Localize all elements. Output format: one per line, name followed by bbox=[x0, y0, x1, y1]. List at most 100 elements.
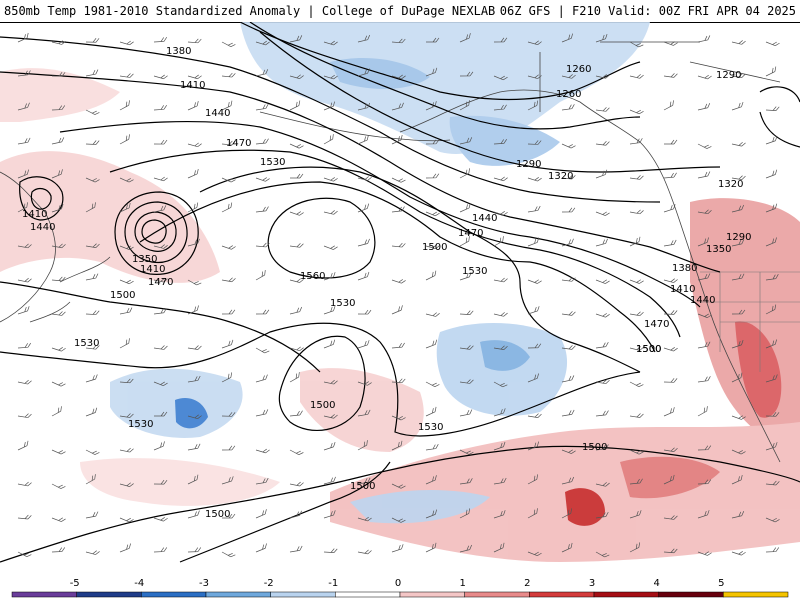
wind-barb bbox=[357, 549, 372, 555]
wind-barb bbox=[459, 33, 471, 43]
wind-barb bbox=[697, 171, 711, 179]
wind-barb bbox=[731, 511, 745, 519]
contour-label: 1320 bbox=[718, 179, 743, 190]
wind-barb bbox=[459, 71, 474, 77]
wind-barb bbox=[391, 102, 404, 111]
wind-barb bbox=[221, 309, 236, 315]
wind-barb bbox=[289, 449, 304, 455]
wind-barb bbox=[323, 272, 336, 281]
wind-barb bbox=[187, 74, 202, 80]
wind-barb bbox=[731, 340, 744, 349]
contour-label: 1440 bbox=[205, 108, 230, 119]
wind-barb bbox=[561, 508, 572, 519]
asia-coastline bbox=[0, 171, 56, 323]
wind-barb bbox=[51, 105, 66, 111]
wind-barb bbox=[17, 169, 29, 179]
wind-barb bbox=[595, 482, 610, 487]
wind-barb bbox=[85, 109, 100, 115]
wind-barb bbox=[425, 406, 437, 417]
wind-barb bbox=[493, 381, 508, 388]
wind-barb bbox=[153, 411, 168, 417]
wind-barb bbox=[85, 243, 100, 248]
wind-barb bbox=[255, 409, 269, 417]
wind-barb bbox=[119, 338, 130, 349]
wind-barb bbox=[85, 310, 100, 315]
wind-barb bbox=[493, 277, 508, 283]
wind-barb bbox=[187, 510, 200, 519]
contour-label: 1560 bbox=[300, 271, 325, 282]
wind-barb bbox=[391, 177, 406, 183]
wind-barb bbox=[187, 169, 199, 179]
wind-barb bbox=[595, 313, 610, 318]
wind-barb bbox=[221, 100, 233, 111]
wind-barb bbox=[17, 440, 29, 451]
wind-barb bbox=[629, 138, 643, 145]
wind-barb bbox=[391, 415, 406, 421]
contour-closed-low-ring-2 bbox=[124, 201, 188, 264]
wind-barb bbox=[493, 408, 506, 417]
contour-1290-high bbox=[759, 86, 800, 148]
wind-barb bbox=[391, 279, 406, 284]
wind-barb bbox=[357, 309, 372, 315]
canada-outline bbox=[539, 41, 781, 112]
wind-barb bbox=[255, 206, 269, 213]
contour-label: 1500 bbox=[205, 509, 230, 520]
wind-barb bbox=[425, 444, 439, 451]
wind-barb bbox=[493, 75, 508, 81]
wind-barb bbox=[17, 137, 31, 145]
wind-barb bbox=[391, 206, 405, 213]
colorbar-swatch bbox=[529, 591, 595, 598]
cold-area-gulf bbox=[449, 115, 560, 166]
contour-label: 1500 bbox=[636, 344, 661, 355]
wind-barb bbox=[459, 203, 471, 213]
contour-label: 1290 bbox=[716, 70, 741, 81]
colorbar-swatch bbox=[335, 591, 401, 598]
contour-label: 1410 bbox=[140, 264, 165, 275]
wind-barb bbox=[51, 204, 64, 213]
wind-barb bbox=[629, 109, 644, 115]
contour-1290-north bbox=[249, 22, 641, 130]
wind-barb bbox=[697, 406, 708, 417]
wind-barb bbox=[391, 305, 403, 315]
wind-barb bbox=[323, 74, 338, 80]
wind-barb bbox=[629, 413, 644, 418]
contour-label: 1320 bbox=[548, 171, 573, 182]
wind-barb bbox=[187, 101, 199, 111]
wind-barb bbox=[85, 177, 100, 183]
colorbar-tick-label: 1 bbox=[460, 578, 466, 589]
wind-barb bbox=[221, 177, 236, 183]
wind-barb bbox=[425, 381, 440, 387]
wind-barb bbox=[289, 243, 304, 248]
wind-barb bbox=[323, 548, 338, 553]
wind-barb bbox=[85, 202, 96, 213]
wind-barb bbox=[289, 278, 304, 283]
contour-label: 1530 bbox=[74, 338, 99, 349]
wind-barb bbox=[629, 346, 644, 351]
wind-barb bbox=[85, 38, 100, 43]
colorbar-tick-label: -1 bbox=[328, 578, 338, 589]
wind-barb bbox=[221, 202, 233, 213]
wind-barb bbox=[697, 445, 712, 451]
wind-barb bbox=[561, 476, 575, 485]
wind-barb bbox=[187, 443, 201, 451]
wind-barb bbox=[17, 413, 32, 418]
wind-barb bbox=[153, 441, 165, 451]
wind-barb bbox=[765, 66, 777, 77]
wind-barb bbox=[629, 478, 643, 485]
contour-label: 1440 bbox=[690, 295, 715, 306]
wind-barb bbox=[255, 270, 266, 281]
wind-barb bbox=[85, 474, 96, 485]
contour-labels: 1380 1410 1440 1470 1530 1560 1410 1440 … bbox=[22, 46, 751, 520]
wind-barb bbox=[289, 372, 300, 383]
wind-barb bbox=[323, 305, 336, 315]
wind-barb bbox=[493, 104, 507, 111]
wind-barb bbox=[357, 102, 371, 111]
wind-barb bbox=[51, 72, 66, 77]
wind-barb bbox=[595, 238, 608, 247]
contour-west-low bbox=[19, 176, 64, 221]
wind-barb bbox=[85, 449, 100, 455]
wind-barb bbox=[527, 205, 541, 213]
wind-barb bbox=[493, 176, 508, 182]
wind-barb bbox=[323, 414, 338, 419]
wind-barb bbox=[425, 37, 440, 43]
